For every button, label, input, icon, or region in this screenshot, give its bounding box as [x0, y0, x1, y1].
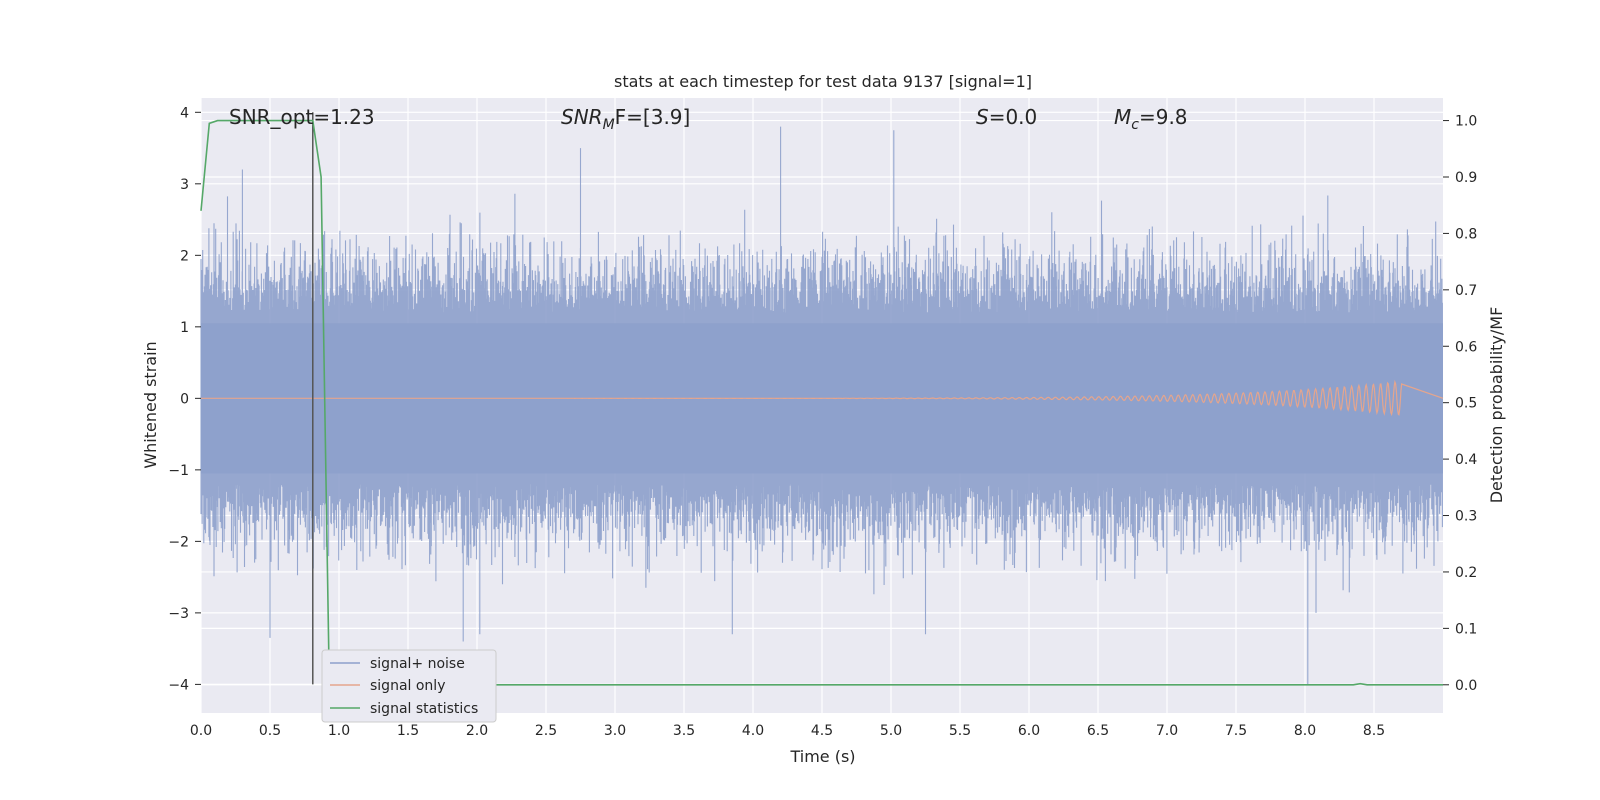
y-right-tick-label: 0.3	[1455, 509, 1477, 525]
x-tick-label: 3.5	[673, 723, 695, 739]
annotation-mc-rest: =9.8	[1139, 105, 1188, 129]
annotation-s: S=0.0	[976, 105, 1037, 129]
annotation-mc: Mc=9.8	[1114, 105, 1188, 133]
annotation-snr-mf-rest: F=[3.9]	[615, 105, 691, 129]
y-right-tick-label: 0.0	[1455, 678, 1477, 694]
y-left-tick-label: 2	[180, 248, 189, 264]
x-tick-label: 5.5	[949, 723, 971, 739]
x-tick-label: 3.0	[604, 723, 626, 739]
series-signal-only	[201, 379, 1444, 417]
y-left-tick-label: −4	[168, 677, 189, 693]
legend-label-signal-statistics: signal statistics	[370, 701, 478, 717]
x-tick-label: 8.5	[1363, 723, 1385, 739]
series-signal-statistics	[200, 119, 1443, 686]
y-right-tick-label: 0.6	[1455, 339, 1477, 355]
x-axis-label: Time (s)	[789, 747, 855, 766]
legend-label-signal-noise: signal+ noise	[370, 656, 465, 672]
legend-box	[321, 649, 497, 723]
y-left-tick-label: −3	[168, 606, 189, 622]
x-axis-ticks: 0.0 0.5 1.0 1.5 2.0 2.5 3.0 3.5 4.0 4.5 5.0 5.5 6.0 6…	[190, 723, 1385, 739]
y-left-tick-label: 0	[180, 391, 189, 407]
x-tick-label: 7.5	[1225, 723, 1247, 739]
x-tick-label: 1.5	[397, 723, 419, 739]
y-left-axis-label: Whitened strain	[141, 341, 160, 468]
y-left-tick-label: −2	[168, 534, 189, 550]
x-tick-label: 4.5	[811, 723, 833, 739]
y-right-tick-label: 0.8	[1455, 226, 1477, 242]
y-left-axis-ticks: 4 3 2 1 0 −1 −2 −3 −4	[168, 105, 201, 693]
y-right-tick-label: 1.0	[1455, 114, 1477, 130]
plot-area	[200, 98, 1444, 713]
annotation-mc-sub: c	[1131, 117, 1139, 133]
legend-label-signal-only: signal only	[370, 678, 445, 694]
x-tick-label: 2.5	[535, 723, 557, 739]
annotation-snr-mf-base: SNR	[561, 105, 603, 129]
x-tick-label: 6.5	[1087, 723, 1109, 739]
x-tick-label: 7.0	[1156, 723, 1178, 739]
x-tick-label: 6.0	[1018, 723, 1040, 739]
x-tick-label: 5.0	[880, 723, 902, 739]
chart-title: stats at each timestep for test data 913…	[614, 72, 1032, 91]
y-right-tick-label: 0.9	[1455, 170, 1477, 186]
y-right-tick-label: 0.5	[1455, 396, 1477, 412]
y-left-tick-label: 4	[180, 105, 189, 121]
y-right-tick-label: 0.7	[1455, 283, 1477, 299]
x-tick-label: 8.0	[1294, 723, 1316, 739]
x-tick-label: 0.5	[259, 723, 281, 739]
signal-only-trace	[201, 379, 1444, 417]
x-tick-label: 1.0	[328, 723, 350, 739]
y-right-axis-label: Detection probability/MF	[1487, 307, 1506, 504]
x-tick-label: 2.0	[466, 723, 488, 739]
annotation-mc-base: M	[1114, 105, 1131, 129]
annotation-s-label: S	[976, 105, 989, 129]
y-left-tick-label: −1	[168, 463, 189, 479]
y-right-axis-ticks: 1.0 0.9 0.8 0.7 0.6 0.5 0.4 0.3 0.2 0.1 0.0	[1443, 114, 1477, 694]
y-right-tick-label: 0.2	[1455, 565, 1477, 581]
x-tick-label: 4.0	[742, 723, 764, 739]
annotation-snr-opt: SNR_opt=1.23	[229, 105, 375, 129]
y-left-tick-label: 1	[180, 320, 189, 336]
y-right-tick-label: 0.1	[1455, 621, 1477, 637]
signal-statistics-trace	[200, 119, 1443, 686]
x-tick-label: 0.0	[190, 723, 212, 739]
annotation-snr-mf: SNRMF=[3.9]	[561, 105, 690, 133]
annotation-s-rest: =0.0	[989, 105, 1038, 129]
y-left-tick-label: 3	[180, 177, 189, 193]
annotation-snr-mf-sub: M	[603, 117, 615, 133]
legend: signal+ noise signal only signal statist…	[321, 649, 497, 723]
y-right-tick-label: 0.4	[1455, 452, 1477, 468]
